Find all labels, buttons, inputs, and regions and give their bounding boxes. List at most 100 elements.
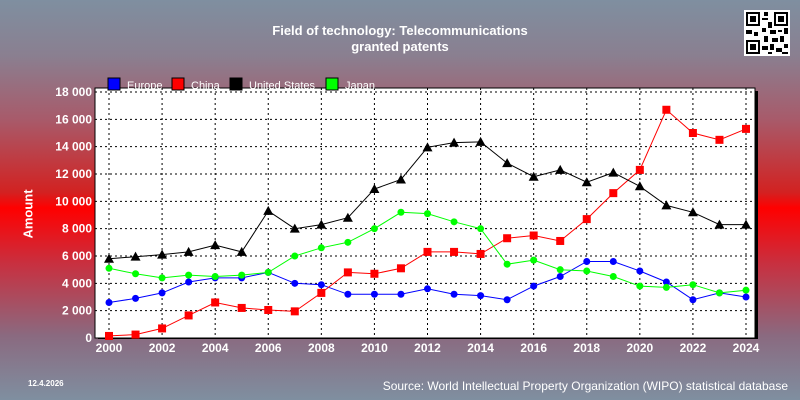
y-tick-label: 18 000 bbox=[55, 85, 92, 99]
data-point bbox=[291, 252, 299, 260]
chart-subtitle: granted patents bbox=[351, 39, 449, 54]
data-point bbox=[742, 293, 750, 301]
data-point bbox=[317, 288, 326, 297]
x-tick-label: 2020 bbox=[626, 341, 653, 355]
x-tick-label: 2022 bbox=[680, 341, 707, 355]
x-tick-label: 2010 bbox=[361, 341, 388, 355]
data-point bbox=[291, 279, 299, 287]
data-point bbox=[236, 246, 247, 256]
data-point bbox=[238, 271, 246, 279]
data-point bbox=[636, 282, 644, 290]
data-point bbox=[183, 246, 194, 256]
x-tick-label: 2018 bbox=[573, 341, 600, 355]
date-stamp: 12.4.2026 bbox=[28, 379, 64, 388]
data-point bbox=[475, 136, 486, 146]
data-point bbox=[264, 305, 273, 314]
data-point bbox=[715, 289, 723, 297]
data-point bbox=[237, 303, 246, 312]
data-point bbox=[211, 298, 220, 307]
x-tick-label: 2004 bbox=[202, 341, 229, 355]
data-point bbox=[158, 274, 166, 282]
x-tick-label: 2008 bbox=[308, 341, 335, 355]
y-tick-label: 16 000 bbox=[55, 112, 92, 126]
data-point bbox=[105, 264, 113, 272]
data-point bbox=[450, 218, 458, 226]
data-point bbox=[530, 256, 538, 264]
data-point bbox=[397, 208, 405, 216]
y-tick-label: 14 000 bbox=[55, 140, 92, 154]
x-tick-label: 2016 bbox=[520, 341, 547, 355]
data-point bbox=[423, 247, 432, 256]
data-point bbox=[158, 324, 167, 333]
y-tick-label: 6 000 bbox=[62, 249, 92, 263]
data-point bbox=[556, 273, 564, 280]
legend: Europe China United States Japan bbox=[107, 77, 375, 92]
legend-label: Japan bbox=[345, 80, 375, 92]
data-point bbox=[714, 219, 725, 229]
legend-item: United States bbox=[229, 77, 316, 92]
data-point bbox=[397, 290, 405, 298]
x-tick-label: 2024 bbox=[733, 341, 760, 355]
x-tick-label: 2012 bbox=[414, 341, 441, 355]
data-point bbox=[104, 253, 114, 263]
data-point bbox=[185, 271, 193, 279]
data-point bbox=[105, 331, 113, 340]
data-point bbox=[450, 247, 459, 256]
data-point bbox=[555, 164, 566, 174]
data-point bbox=[449, 137, 460, 147]
data-point bbox=[424, 210, 431, 218]
legend-label: Europe bbox=[127, 80, 162, 92]
data-point bbox=[741, 219, 751, 229]
data-point bbox=[343, 268, 352, 277]
legend-item: Japan bbox=[325, 77, 375, 92]
data-point bbox=[689, 281, 697, 289]
data-point bbox=[422, 142, 433, 152]
data-point bbox=[635, 165, 644, 174]
legend-swatch bbox=[107, 77, 121, 91]
data-point bbox=[210, 240, 221, 250]
data-point bbox=[290, 307, 299, 316]
x-tick-label: 2002 bbox=[149, 341, 176, 355]
data-point bbox=[476, 249, 485, 258]
data-point bbox=[742, 124, 750, 133]
data-point bbox=[503, 296, 511, 304]
data-point bbox=[583, 267, 591, 275]
data-point bbox=[450, 290, 458, 298]
data-point bbox=[344, 290, 352, 298]
data-point bbox=[529, 231, 538, 240]
y-tick-label: 2 000 bbox=[62, 304, 92, 318]
data-point bbox=[369, 184, 380, 194]
data-point bbox=[105, 298, 113, 306]
series-lines bbox=[104, 105, 751, 340]
data-point bbox=[477, 225, 485, 233]
x-tick-label: 2006 bbox=[255, 341, 282, 355]
data-point bbox=[688, 129, 697, 137]
data-point bbox=[528, 171, 539, 181]
legend-label: China bbox=[191, 80, 221, 92]
legend-label: United States bbox=[249, 80, 316, 92]
data-point bbox=[130, 251, 141, 261]
data-point bbox=[370, 225, 378, 233]
legend-swatch bbox=[171, 77, 185, 91]
x-tick-label: 2000 bbox=[96, 341, 123, 355]
series-china bbox=[105, 105, 750, 340]
data-point bbox=[185, 278, 193, 286]
y-tick-label: 8 000 bbox=[62, 222, 92, 236]
data-point bbox=[609, 257, 617, 265]
data-point bbox=[581, 177, 592, 187]
data-point bbox=[742, 286, 750, 294]
data-point bbox=[395, 174, 406, 184]
data-point bbox=[661, 200, 672, 210]
qr-code-icon bbox=[744, 10, 790, 56]
data-point bbox=[211, 273, 219, 280]
x-ticks: 2000 2002 2004 2006 2008 2010 2012 2014 2016 2018… bbox=[96, 341, 760, 355]
data-point bbox=[634, 181, 645, 191]
data-point bbox=[556, 266, 564, 274]
legend-item: Europe bbox=[107, 77, 162, 92]
chart-title: Field of technology: Telecommunications bbox=[272, 23, 528, 38]
legend-swatch bbox=[325, 77, 339, 91]
data-point bbox=[636, 267, 644, 275]
data-point bbox=[132, 294, 140, 302]
